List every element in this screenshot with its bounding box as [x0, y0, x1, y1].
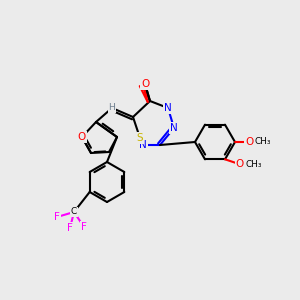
Text: C: C: [71, 208, 77, 217]
Text: N: N: [170, 123, 178, 133]
Text: O: O: [141, 79, 149, 89]
Text: F: F: [54, 212, 60, 222]
Text: O: O: [236, 159, 244, 169]
Text: S: S: [137, 133, 143, 143]
Text: O: O: [245, 137, 253, 147]
Text: H: H: [109, 103, 116, 112]
Text: F: F: [81, 222, 87, 232]
Text: N: N: [164, 103, 172, 113]
Text: CH₃: CH₃: [255, 137, 271, 146]
Text: F: F: [67, 223, 73, 233]
Text: CH₃: CH₃: [246, 160, 262, 169]
Text: N: N: [139, 140, 147, 150]
Text: O: O: [78, 132, 86, 142]
